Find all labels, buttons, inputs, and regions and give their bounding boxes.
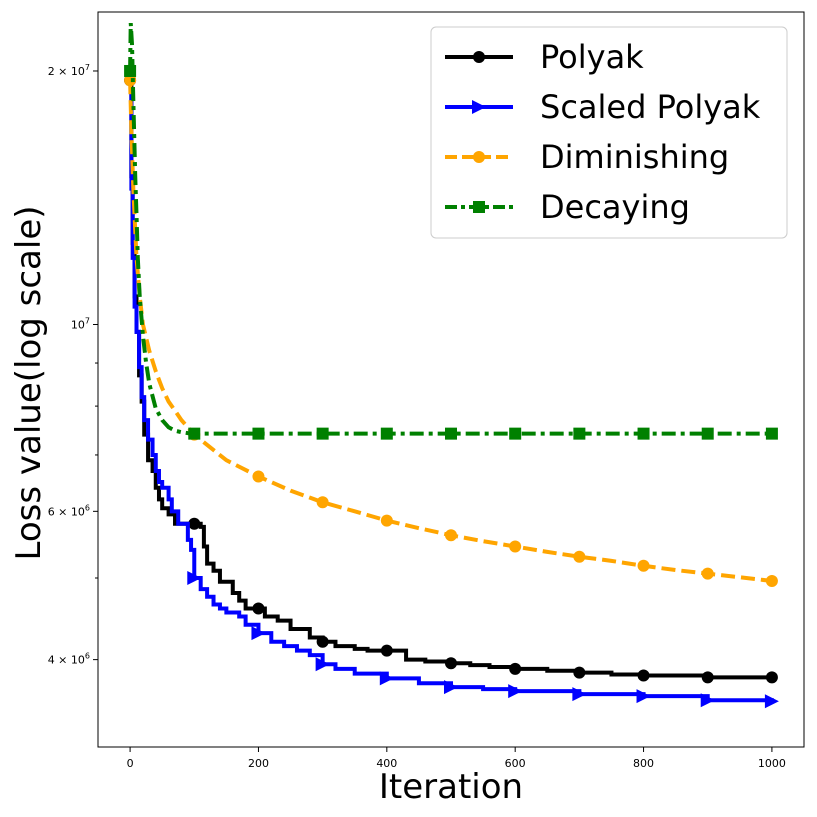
legend-marker xyxy=(472,100,486,114)
series-marker xyxy=(445,529,457,542)
y-tick-label: 2 × 107 xyxy=(48,63,90,78)
series-marker xyxy=(573,666,586,679)
series-marker xyxy=(124,64,137,77)
plot-frame xyxy=(97,11,805,748)
y-tick-label: 107 xyxy=(71,316,90,331)
series-marker xyxy=(380,644,393,657)
series-marker xyxy=(509,662,522,675)
series-marker xyxy=(251,626,266,641)
x-tick-label: 1000 xyxy=(758,757,786,770)
series-marker xyxy=(509,427,522,440)
series-line xyxy=(128,22,772,436)
series-marker xyxy=(316,496,329,509)
x-axis-title: Iteration xyxy=(379,767,523,807)
series-marker xyxy=(765,574,778,587)
series-marker xyxy=(444,680,458,695)
series-line xyxy=(129,87,774,703)
x-tick-label: 200 xyxy=(248,757,269,770)
y-tick-base: 4 × 10 xyxy=(48,654,85,667)
series-marker xyxy=(701,427,714,440)
series-layer xyxy=(124,22,779,709)
series-marker xyxy=(315,657,330,672)
legend-entry: Scaled Polyak xyxy=(445,88,761,126)
legend: Polyak Scaled Polyak Diminishing Decaying xyxy=(430,26,788,239)
x-tick-label: 400 xyxy=(376,757,397,770)
series-marker xyxy=(445,657,457,670)
legend-entry: Diminishing xyxy=(445,138,729,176)
series-marker xyxy=(637,559,650,572)
legend-label: Scaled Polyak xyxy=(540,88,761,126)
legend-entry: Polyak xyxy=(445,38,644,76)
series-marker xyxy=(508,684,523,699)
series-marker xyxy=(380,427,393,440)
legend-label: Polyak xyxy=(540,38,644,76)
series-marker xyxy=(637,427,650,440)
y-tick-base: 6 × 10 xyxy=(48,505,85,518)
series-marker xyxy=(572,687,587,702)
series-marker xyxy=(316,635,329,648)
y-tick-label: 6 × 106 xyxy=(48,503,90,518)
y-tick-base: 10 xyxy=(71,318,85,331)
y-tick-exponent: 6 xyxy=(85,652,90,661)
legend-marker xyxy=(473,201,485,213)
series-marker xyxy=(445,427,457,440)
series-decaying xyxy=(124,22,778,440)
series-marker xyxy=(252,427,265,440)
series-marker xyxy=(124,74,137,87)
x-tick-label: 800 xyxy=(633,757,654,770)
y-tick-exponent: 6 xyxy=(85,503,90,512)
x-axis: 0 200 400 600 800 1000 xyxy=(127,747,786,770)
legend-label: Decaying xyxy=(540,188,690,226)
series-marker xyxy=(637,669,650,682)
series-marker xyxy=(701,671,714,684)
series-marker xyxy=(252,470,265,483)
series-marker xyxy=(252,602,265,615)
series-marker xyxy=(509,540,522,553)
series-marker xyxy=(765,671,778,684)
y-tick-base: 2 × 10 xyxy=(48,65,85,78)
series-marker xyxy=(187,571,202,586)
legend-marker xyxy=(473,151,485,163)
x-tick-label: 0 xyxy=(127,757,134,770)
legend-label: Diminishing xyxy=(540,138,729,176)
series-marker xyxy=(636,689,651,704)
series-marker xyxy=(573,427,586,440)
series-marker xyxy=(700,693,715,708)
y-tick-label: 4 × 106 xyxy=(48,652,90,667)
legend-box xyxy=(430,26,788,239)
series-marker xyxy=(188,427,201,440)
series-marker xyxy=(379,671,394,686)
series-marker xyxy=(764,694,779,709)
series-marker xyxy=(701,567,714,580)
series-marker xyxy=(188,517,201,530)
legend-marker xyxy=(473,51,485,63)
series-marker xyxy=(316,427,329,440)
series-marker xyxy=(380,514,393,527)
series-scaled-polyak xyxy=(129,87,779,709)
series-marker xyxy=(765,427,778,440)
x-tick-label: 600 xyxy=(505,757,526,770)
y-tick-exponent: 7 xyxy=(85,316,90,325)
legend-entry: Decaying xyxy=(445,188,690,226)
series-marker xyxy=(573,550,586,563)
y-tick-exponent: 7 xyxy=(85,63,90,72)
y-axis-title: Loss value(log scale) xyxy=(9,205,49,560)
